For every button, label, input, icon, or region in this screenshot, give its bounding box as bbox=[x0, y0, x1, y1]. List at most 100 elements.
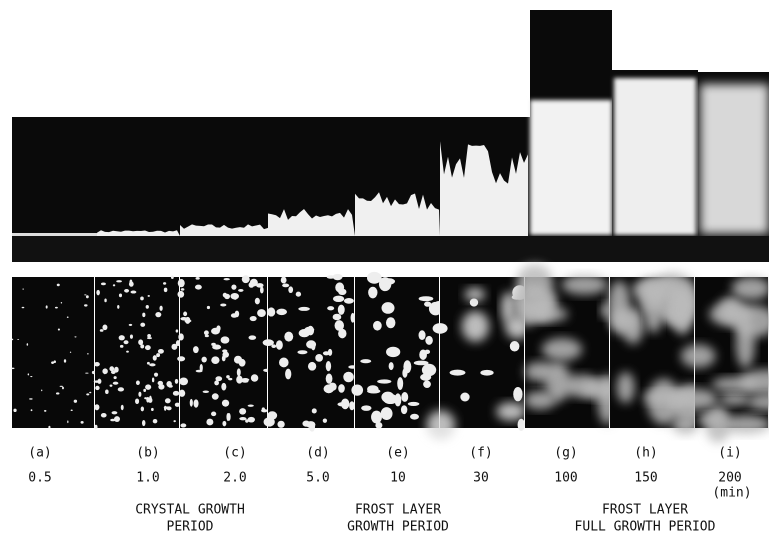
frost-blob bbox=[465, 288, 486, 302]
crystal bbox=[117, 305, 119, 309]
crystal bbox=[142, 420, 145, 426]
crystal bbox=[81, 421, 84, 424]
crystal bbox=[94, 362, 100, 367]
panel-time: 200 bbox=[718, 471, 741, 486]
crystal bbox=[94, 425, 97, 430]
crystal bbox=[95, 386, 99, 390]
crystal bbox=[124, 289, 129, 293]
crystal bbox=[419, 296, 434, 301]
crystal bbox=[297, 350, 307, 354]
crystal bbox=[179, 378, 188, 386]
crystal bbox=[239, 417, 246, 420]
frost-blob bbox=[732, 277, 769, 300]
crystal bbox=[136, 381, 140, 385]
crystal bbox=[338, 329, 346, 339]
crystal bbox=[51, 361, 54, 364]
frost-blob bbox=[697, 413, 725, 425]
crystal bbox=[231, 285, 236, 290]
crystal bbox=[155, 312, 161, 317]
crystal bbox=[513, 387, 522, 401]
crystal bbox=[351, 384, 363, 395]
crystal bbox=[194, 399, 199, 407]
crystal bbox=[163, 282, 166, 285]
crystal bbox=[119, 335, 125, 340]
crystal bbox=[86, 295, 89, 298]
crystal bbox=[255, 298, 260, 305]
crystal bbox=[129, 324, 132, 326]
crystal bbox=[149, 363, 155, 366]
crystal bbox=[237, 368, 241, 376]
period-label: FROST LAYER bbox=[602, 503, 688, 518]
crystal bbox=[173, 420, 175, 422]
panel-time: 100 bbox=[554, 471, 577, 486]
crystal bbox=[480, 370, 493, 376]
crystal bbox=[179, 390, 185, 397]
crystal bbox=[175, 403, 180, 407]
crystal bbox=[239, 408, 246, 414]
crystal bbox=[460, 393, 469, 402]
crystal bbox=[56, 392, 59, 394]
crystal bbox=[151, 408, 154, 411]
crystal bbox=[224, 278, 230, 280]
crystal bbox=[302, 420, 309, 426]
crystal bbox=[46, 305, 48, 308]
crystal bbox=[368, 287, 377, 299]
crystal bbox=[200, 364, 203, 372]
crystal bbox=[62, 387, 64, 390]
crystal bbox=[234, 356, 242, 364]
frost-a bbox=[12, 233, 97, 236]
crystal bbox=[263, 339, 274, 346]
crystal bbox=[12, 339, 13, 341]
crystal bbox=[226, 375, 230, 378]
crystal bbox=[408, 402, 420, 406]
crystal bbox=[249, 335, 257, 340]
crystal bbox=[248, 404, 254, 406]
frost-i bbox=[700, 84, 769, 234]
crystal bbox=[193, 346, 199, 353]
crystal bbox=[141, 407, 144, 412]
crystal bbox=[250, 316, 257, 321]
crystal bbox=[22, 289, 23, 290]
crystal bbox=[222, 421, 226, 426]
crystal bbox=[55, 307, 58, 309]
crystal bbox=[113, 284, 115, 286]
crystal bbox=[371, 411, 382, 424]
crystal bbox=[96, 290, 100, 296]
crystal bbox=[250, 279, 258, 287]
crystal bbox=[312, 408, 317, 413]
crystal bbox=[29, 398, 33, 399]
period-label: FULL GROWTH PERIOD bbox=[575, 520, 716, 535]
crystal bbox=[114, 416, 120, 422]
crystal bbox=[159, 306, 162, 311]
panel-label: (i) bbox=[718, 446, 741, 461]
frost-profile bbox=[180, 224, 268, 236]
crystal bbox=[58, 328, 60, 330]
crystal bbox=[153, 355, 157, 361]
crystal bbox=[326, 361, 331, 371]
crystal bbox=[147, 362, 150, 365]
crystal bbox=[264, 417, 275, 426]
crystal bbox=[257, 309, 266, 317]
crystal bbox=[173, 391, 179, 396]
crystal bbox=[11, 368, 14, 369]
crystal bbox=[165, 398, 171, 403]
panel-time: 10 bbox=[390, 471, 406, 486]
crystal bbox=[180, 423, 186, 427]
crystal bbox=[267, 307, 275, 316]
crystal bbox=[67, 316, 69, 317]
crystal bbox=[260, 287, 264, 294]
crystal bbox=[87, 353, 88, 354]
crystal bbox=[279, 358, 289, 368]
crystal bbox=[71, 409, 73, 411]
crystal bbox=[327, 306, 334, 310]
crystal bbox=[119, 294, 122, 298]
crystal bbox=[153, 419, 158, 423]
crystal bbox=[30, 376, 32, 377]
panel-label: (f) bbox=[469, 446, 492, 461]
crystal bbox=[102, 368, 107, 374]
crystal bbox=[338, 289, 346, 295]
crystal bbox=[344, 298, 354, 304]
crystal bbox=[176, 329, 179, 332]
crystal bbox=[386, 317, 395, 328]
crystal bbox=[341, 398, 349, 409]
